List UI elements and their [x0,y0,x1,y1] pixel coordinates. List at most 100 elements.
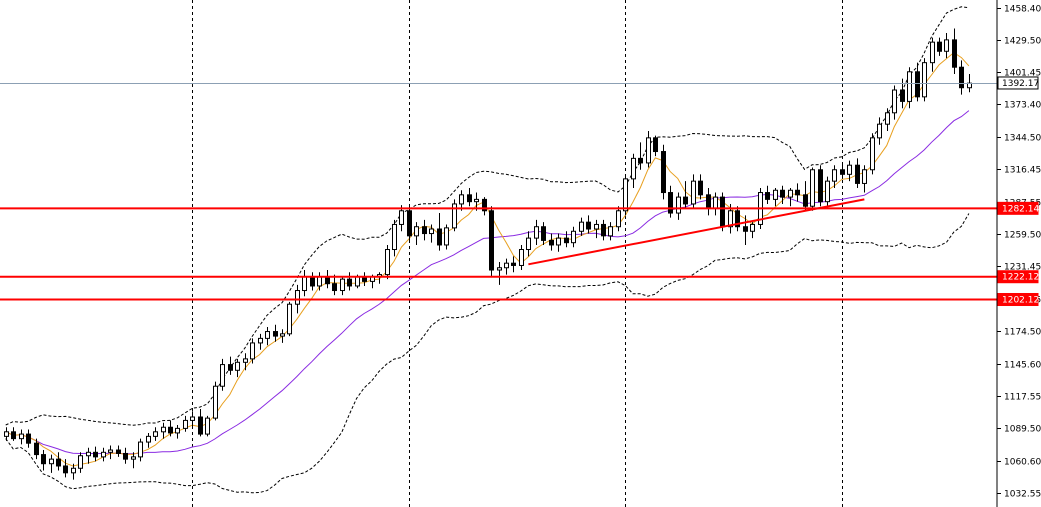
candle-body [773,189,778,200]
candle-body [138,441,143,458]
candle [175,424,180,439]
candle [676,192,681,220]
candle-body [698,180,703,196]
candle [250,338,255,364]
level-badge-2-box [997,270,1039,284]
candle [19,429,24,445]
y-tick-label: 1259.50 [1004,231,1041,241]
candle-body [795,189,800,196]
candle [228,356,233,375]
candle [631,153,636,188]
candle [71,463,76,480]
candle [4,427,9,441]
candle-body [93,451,98,458]
candle [616,206,621,232]
candle-body [4,431,9,437]
candle [123,447,128,464]
candle [571,226,576,248]
candle-body [183,419,188,429]
candle-body [564,237,569,244]
candle-body [885,112,890,125]
y-tick-label: 1231.45 [1004,263,1041,273]
candle [922,58,927,102]
candle-body [41,454,46,465]
candle-body [273,331,278,337]
y-tick-label: 1458.40 [1004,5,1041,15]
candle [34,438,39,460]
candle-body [534,226,539,239]
candle [407,206,412,241]
candle-body [713,196,718,209]
candle [698,174,703,200]
candle-body [295,290,300,305]
candle-body [750,223,755,232]
candle-body [728,210,733,228]
candle-body [429,228,434,235]
candle [586,215,591,234]
trendline-group [528,198,865,266]
candle [340,276,345,296]
y-tick-label: 1401.45 [1004,69,1041,79]
candle [116,445,121,457]
candle [414,222,419,245]
candle [11,427,16,441]
candle-body [511,262,516,266]
candle [862,165,867,193]
candle-body [541,226,546,241]
candle-body [519,249,524,266]
candle-body [870,137,875,171]
candle [885,108,890,132]
candle [594,219,599,239]
candle [437,213,442,251]
candle [93,446,98,462]
candle-body [892,89,897,114]
candle [743,215,748,245]
candle-body [407,210,412,237]
y-tick-label: 1429.50 [1004,37,1041,47]
candle-body [683,196,688,205]
candle-body [915,71,920,98]
candle [915,62,920,102]
candle-body [302,276,307,292]
candle-body [101,451,106,458]
candle-body [265,331,270,339]
candle [497,262,502,285]
candle-body [355,276,360,287]
y-tick-label: 1344.50 [1004,134,1041,144]
candle-body [952,39,957,68]
y-tick-label: 1089.50 [1004,425,1041,435]
candle [683,181,688,209]
candle [265,326,270,346]
candle-body [474,198,479,203]
candle [541,222,546,245]
candle [847,160,852,182]
candle [601,219,606,241]
candle [399,205,404,232]
candle-body [661,151,666,194]
candle-body [504,262,509,269]
candle [49,454,54,473]
candle-body [347,278,352,287]
candle-body [788,189,793,198]
candle-body [287,303,292,335]
candle-body [631,157,636,180]
candle [63,459,68,478]
candle-body [131,456,136,460]
candle-body [467,194,472,203]
candle [937,37,942,56]
candle [153,427,158,441]
candle [556,233,561,252]
candle-body [146,435,151,443]
candle-body [228,364,233,371]
candle [780,185,785,204]
trendline[interactable] [528,198,865,266]
candle [183,415,188,432]
candle [773,187,778,207]
candle-body [877,123,882,139]
candle-body [855,164,860,184]
candle-body [168,426,173,434]
candle [146,432,151,448]
candle [422,219,427,241]
candle-body [71,467,76,474]
